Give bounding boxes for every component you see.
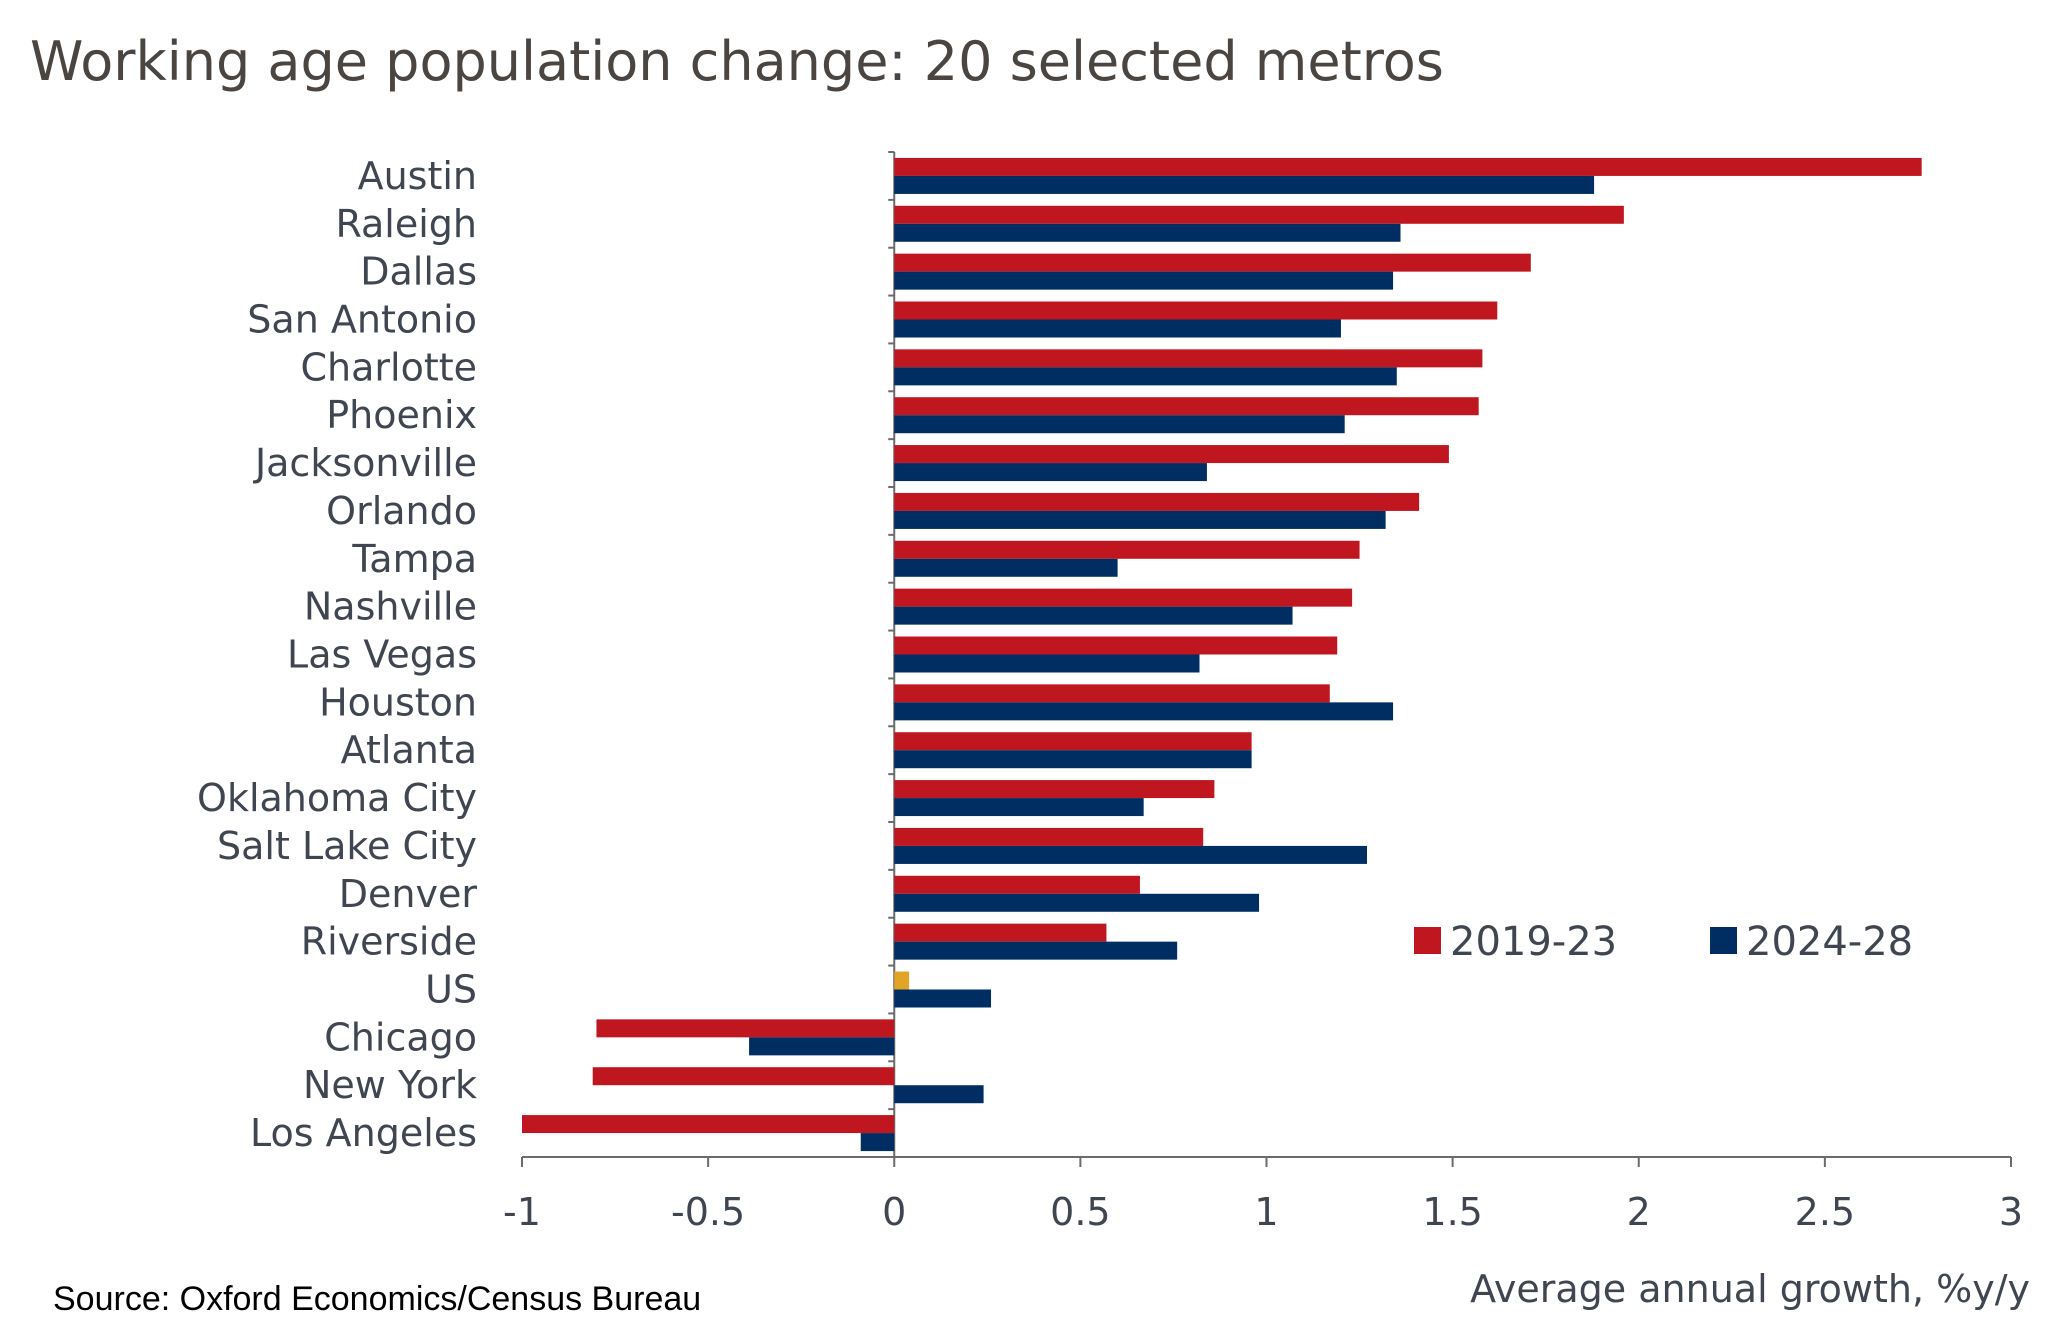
- bar-2024-28: [894, 558, 1118, 577]
- x-tick-label: -0.5: [671, 1190, 745, 1234]
- bar-2019-23: [894, 732, 1252, 751]
- bar-2024-28: [894, 702, 1394, 721]
- bar-2024-28: [894, 941, 1178, 960]
- bar-2019-23: [894, 588, 1353, 607]
- bar-2019-23: [894, 540, 1360, 559]
- bar-2024-28: [894, 654, 1200, 673]
- category-label: San Antonio: [247, 298, 477, 342]
- x-tick-label: -1: [503, 1190, 541, 1234]
- bar-2019-23: [894, 157, 1922, 176]
- legend-swatch-2024-28: [1710, 927, 1737, 954]
- category-label: US: [425, 968, 477, 1012]
- category-label: Chicago: [324, 1015, 477, 1059]
- bar-2019-23: [522, 1115, 895, 1134]
- category-label: Austin: [358, 154, 477, 198]
- bar-2024-28: [749, 1037, 895, 1056]
- bar-2019-23: [894, 253, 1531, 272]
- category-label: Riverside: [301, 920, 477, 964]
- x-tick-label: 2: [1627, 1190, 1651, 1234]
- bar-2024-28: [894, 510, 1386, 529]
- bar-2019-23: [894, 971, 910, 990]
- bar-2019-23: [894, 445, 1449, 464]
- category-label: New York: [303, 1063, 477, 1107]
- x-tick-label: 2.5: [1795, 1190, 1855, 1234]
- legend-label: 2024-28: [1746, 919, 1913, 965]
- category-label: Orlando: [326, 489, 477, 533]
- bar-2024-28: [894, 989, 992, 1008]
- category-label: Denver: [339, 872, 478, 916]
- bar-2019-23: [894, 923, 1107, 942]
- source-note: Source: Oxford Economics/Census Bureau: [53, 1280, 702, 1318]
- bar-2024-28: [860, 1133, 895, 1152]
- bar-2019-23: [894, 349, 1483, 368]
- bar-2024-28: [894, 367, 1397, 386]
- category-label: Dallas: [360, 250, 477, 294]
- category-label: Phoenix: [326, 393, 477, 437]
- x-tick-label: 1: [1254, 1190, 1278, 1234]
- category-label: Houston: [319, 680, 477, 724]
- bar-2019-23: [894, 636, 1338, 655]
- bar-2024-28: [894, 319, 1341, 338]
- bar-2019-23: [592, 1067, 895, 1086]
- x-tick-label: 1.5: [1422, 1190, 1482, 1234]
- bar-2019-23: [894, 205, 1624, 224]
- category-label: Los Angeles: [250, 1111, 477, 1155]
- category-label: Nashville: [304, 585, 477, 629]
- bar-2019-23: [894, 827, 1204, 846]
- bar-2019-23: [894, 780, 1215, 799]
- category-label: Oklahoma City: [197, 776, 477, 820]
- bar-2019-23: [894, 492, 1420, 511]
- bar-2019-23: [596, 1019, 895, 1038]
- category-label: Las Vegas: [287, 633, 477, 677]
- chart-title: Working age population change: 20 select…: [30, 30, 1444, 93]
- category-label: Jacksonville: [253, 441, 477, 485]
- bar-2024-28: [894, 1085, 984, 1104]
- bar-2019-23: [894, 684, 1330, 703]
- legend-swatch-2019-23: [1414, 927, 1441, 954]
- bar-2019-23: [894, 301, 1498, 320]
- legend-label: 2019-23: [1450, 919, 1617, 965]
- bar-2024-28: [894, 798, 1144, 817]
- x-tick-label: 0.5: [1050, 1190, 1110, 1234]
- category-label: Atlanta: [341, 728, 477, 772]
- bar-2024-28: [894, 271, 1394, 290]
- x-axis-label: Average annual growth, %y/y: [1470, 1267, 2030, 1311]
- category-label: Charlotte: [300, 345, 477, 389]
- bar-2024-28: [894, 223, 1401, 242]
- bar-2024-28: [894, 415, 1345, 434]
- bar-2019-23: [894, 875, 1140, 894]
- category-label: Raleigh: [335, 202, 477, 246]
- x-tick-label: 3: [1999, 1190, 2023, 1234]
- category-label: Salt Lake City: [217, 824, 477, 868]
- bar-2019-23: [894, 397, 1479, 416]
- x-tick-label: 0: [882, 1190, 906, 1234]
- bar-2024-28: [894, 606, 1293, 625]
- bar-2024-28: [894, 845, 1368, 864]
- bar-2024-28: [894, 750, 1252, 769]
- category-label: Tampa: [351, 537, 477, 581]
- bar-2024-28: [894, 175, 1595, 194]
- bar-2024-28: [894, 893, 1260, 912]
- bar-2024-28: [894, 463, 1207, 482]
